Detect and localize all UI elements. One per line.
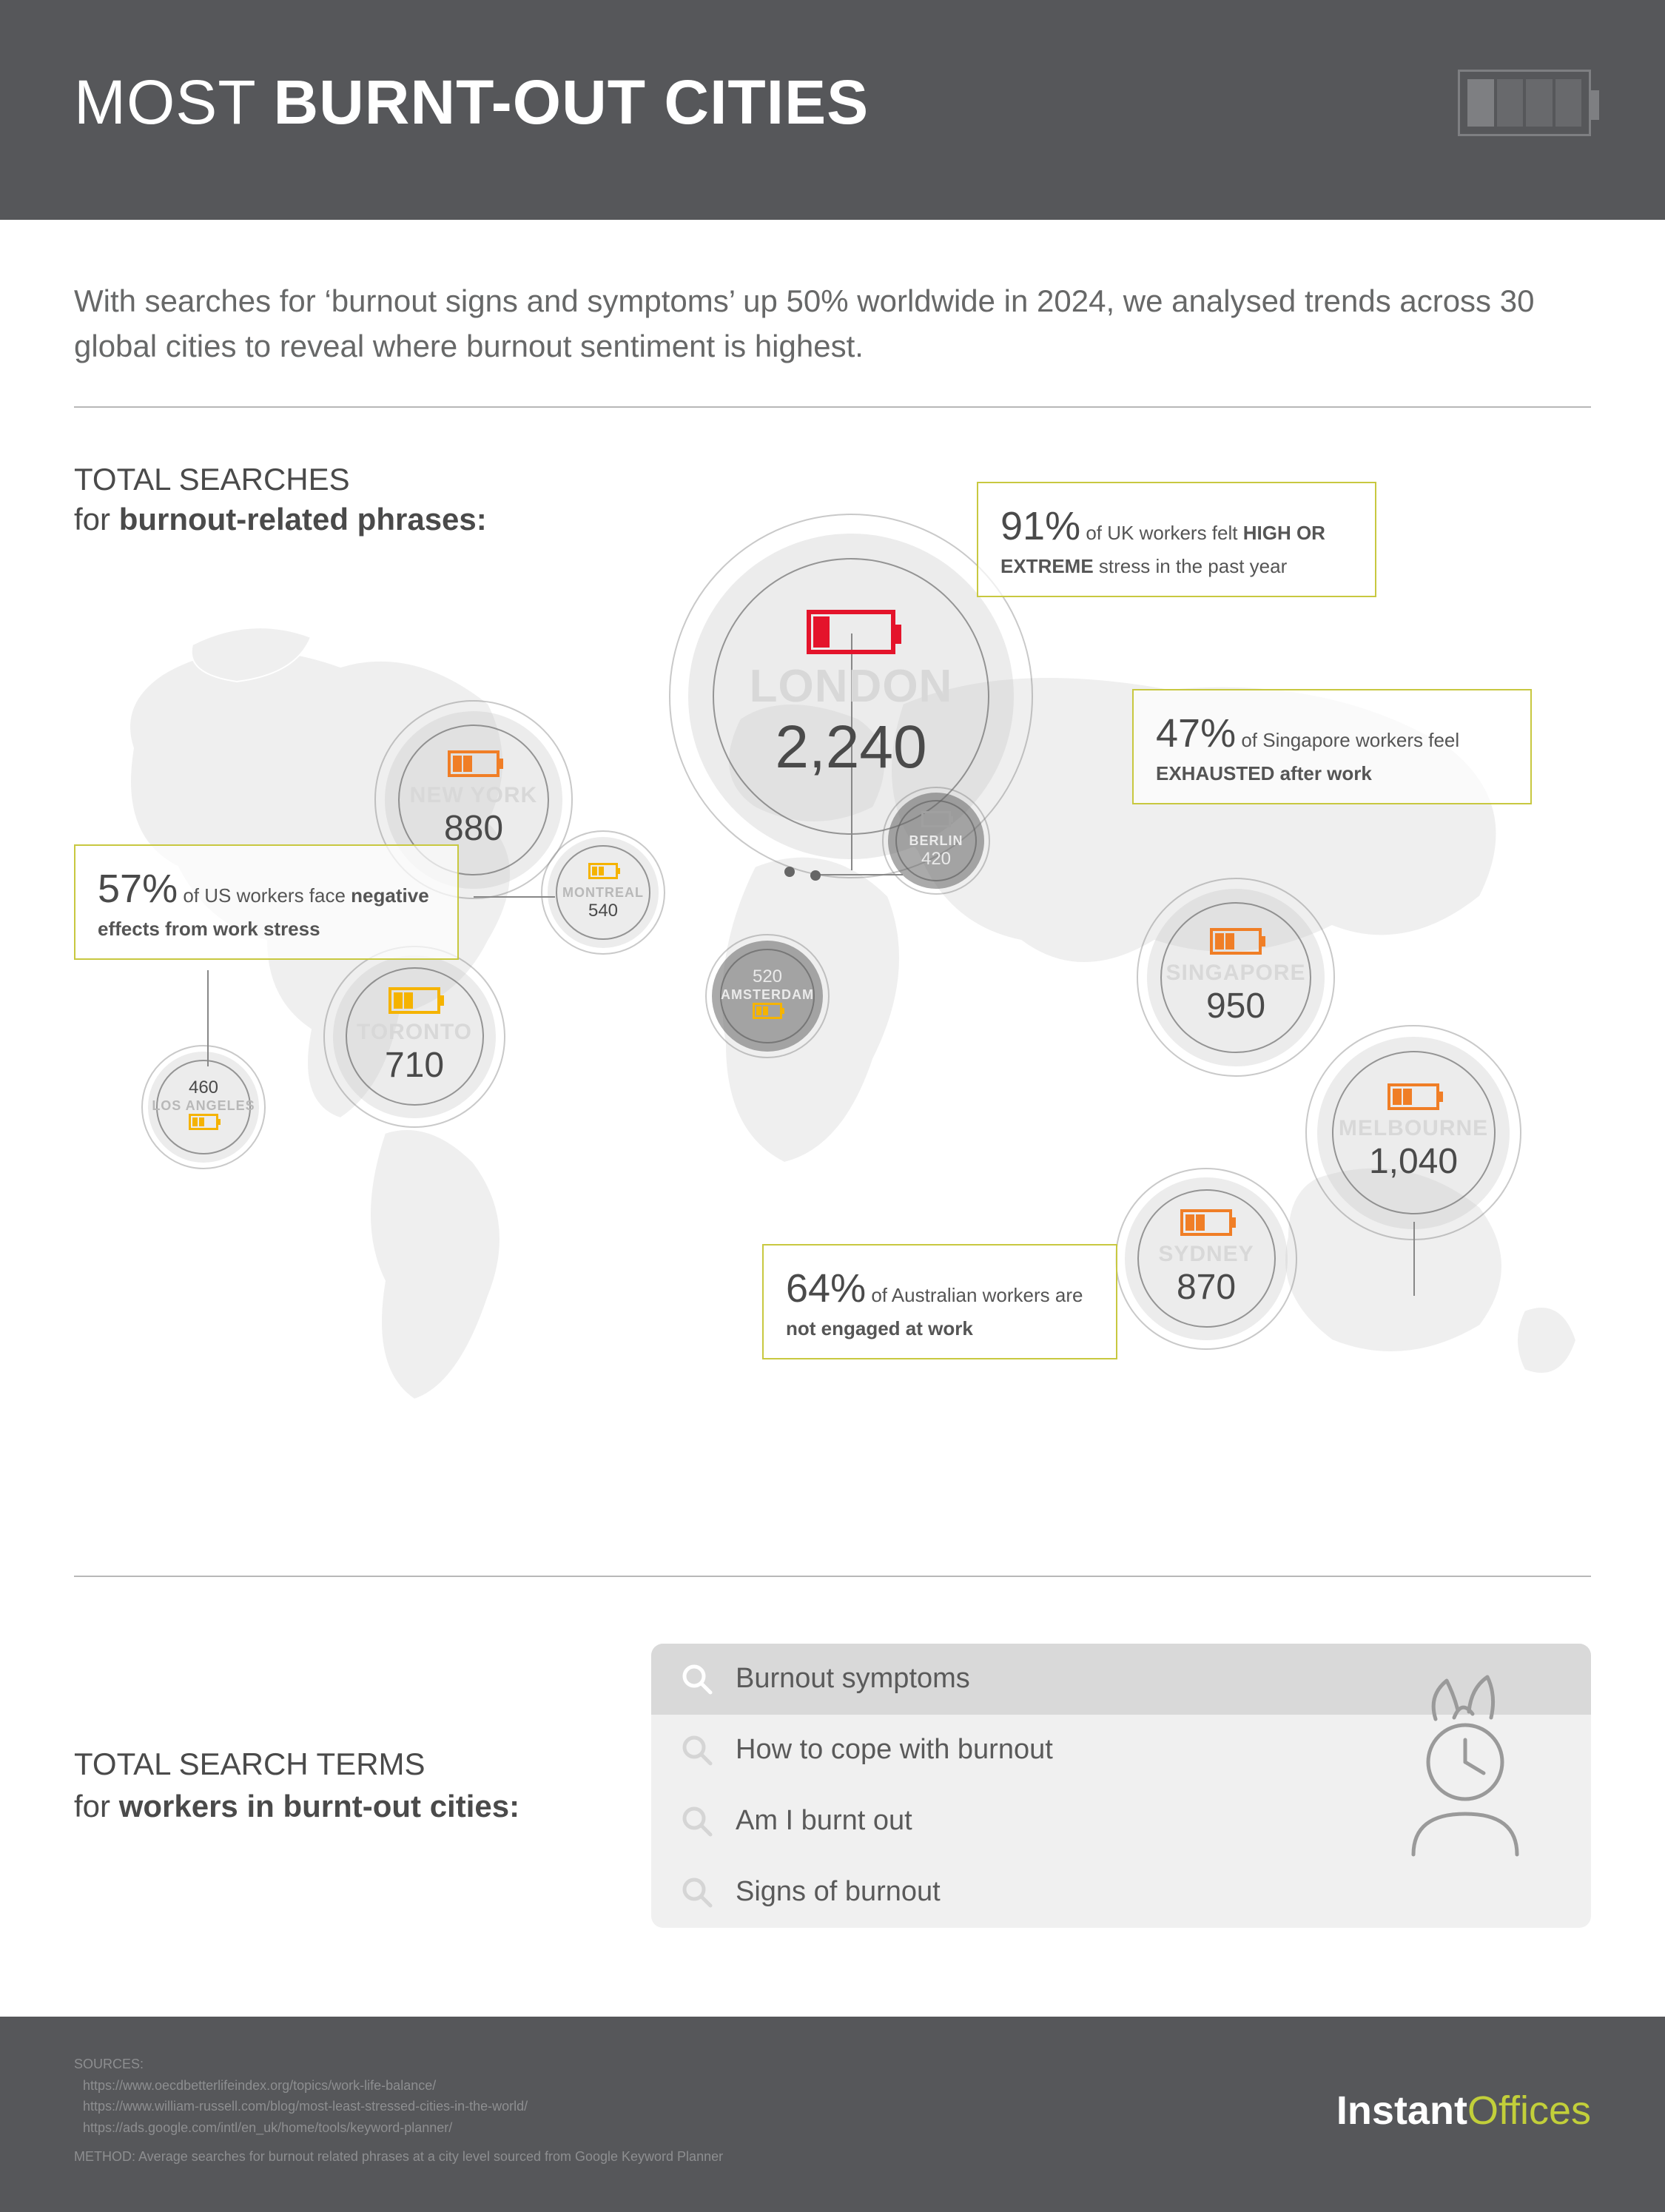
city-bubble-melbourne: MELBOURNE1,040 <box>1317 1037 1510 1229</box>
battery-icon <box>753 1003 782 1019</box>
search-term-text: Am I burnt out <box>736 1805 912 1837</box>
city-name: MELBOURNE <box>1339 1116 1488 1141</box>
leader-line <box>474 896 555 898</box>
battery-icon <box>448 750 500 777</box>
battery-cell <box>1526 79 1553 127</box>
city-name: AMSTERDAM <box>721 987 814 1003</box>
city-name: SYDNEY <box>1158 1242 1254 1267</box>
city-name: TORONTO <box>357 1020 472 1045</box>
map-dot <box>784 867 795 877</box>
battery-icon <box>1388 1083 1439 1110</box>
city-value: 870 <box>1177 1267 1236 1308</box>
battery-icon <box>1210 928 1262 955</box>
leader-line <box>814 874 903 875</box>
city-bubble-los-angeles: 460LOS ANGELES <box>148 1052 259 1163</box>
title-bold: BURNT-OUT CITIES <box>273 67 869 137</box>
search-terms-box: Burnout symptoms How to cope with burnout… <box>651 1644 1591 1928</box>
city-value: 880 <box>444 808 503 849</box>
battery-icon <box>189 1114 218 1130</box>
city-value: 950 <box>1206 986 1265 1026</box>
city-value: 2,240 <box>775 713 926 782</box>
city-bubble-toronto: TORONTO710 <box>333 955 496 1118</box>
city-value: 520 <box>753 967 782 987</box>
burnout-person-icon <box>1384 1666 1547 1858</box>
search-icon <box>681 1876 713 1909</box>
city-name: BERLIN <box>909 833 963 849</box>
title-light: MOST <box>74 67 255 137</box>
stat-callout: 57% of US workers face negative effects … <box>74 844 459 960</box>
stat-callout: 91% of UK workers felt HIGH OR EXTREME s… <box>977 482 1376 597</box>
brand-logo: InstantOffices <box>1336 2088 1591 2134</box>
search-terms-title: TOTAL SEARCH TERMS for workers in burnt-… <box>74 1744 592 1827</box>
city-value: 420 <box>921 849 951 870</box>
search-icon <box>681 1734 713 1766</box>
intro-text: With searches for ‘burnout signs and sym… <box>74 220 1591 408</box>
search-term-text: Burnout symptoms <box>736 1663 970 1695</box>
header: MOST BURNT-OUT CITIES <box>0 0 1665 220</box>
leader-line <box>1413 1222 1415 1296</box>
sources: SOURCES: https://www.oecdbetterlifeindex… <box>74 2054 723 2168</box>
battery-icon <box>807 610 895 654</box>
city-name: LOS ANGELES <box>152 1098 255 1114</box>
battery-icon <box>1180 1209 1232 1236</box>
city-name: LONDON <box>750 660 953 713</box>
search-icon <box>681 1805 713 1838</box>
battery-icon <box>588 863 618 879</box>
city-bubble-sydney: SYDNEY870 <box>1125 1177 1288 1340</box>
battery-cell <box>1497 79 1524 127</box>
city-value: 710 <box>385 1045 444 1086</box>
search-term-text: Signs of burnout <box>736 1876 941 1908</box>
battery-icon <box>1458 70 1591 136</box>
city-name: SINGAPORE <box>1166 961 1305 986</box>
battery-cell <box>1555 79 1582 127</box>
leader-line <box>207 970 209 1066</box>
footer: SOURCES: https://www.oecdbetterlifeindex… <box>0 2017 1665 2212</box>
search-term-text: How to cope with burnout <box>736 1734 1053 1766</box>
map-dot <box>810 870 821 881</box>
battery-cell <box>1467 79 1494 127</box>
page-title: MOST BURNT-OUT CITIES <box>74 67 869 138</box>
search-terms-section: TOTAL SEARCH TERMS for workers in burnt-… <box>74 1577 1591 2017</box>
battery-icon <box>388 987 440 1014</box>
search-term-row: Signs of burnout <box>651 1857 1591 1928</box>
stat-callout: 47% of Singapore workers feel EXHAUSTED … <box>1132 689 1532 804</box>
search-icon <box>681 1663 713 1695</box>
city-value: 460 <box>189 1078 218 1098</box>
city-bubble-montreal: MONTREAL540 <box>548 837 659 948</box>
battery-icon <box>921 811 951 827</box>
stat-callout: 64% of Australian workers are not engage… <box>762 1244 1117 1359</box>
city-name: NEW YORK <box>410 783 537 808</box>
city-name: MONTREAL <box>562 885 644 901</box>
city-value: 540 <box>588 901 618 921</box>
city-bubble-singapore: SINGAPORE950 <box>1147 889 1325 1066</box>
city-value: 1,040 <box>1369 1141 1458 1182</box>
city-bubble-amsterdam: 520AMSTERDAM <box>712 941 823 1052</box>
map-section: TOTAL SEARCHES for burnout-related phras… <box>74 408 1591 1577</box>
